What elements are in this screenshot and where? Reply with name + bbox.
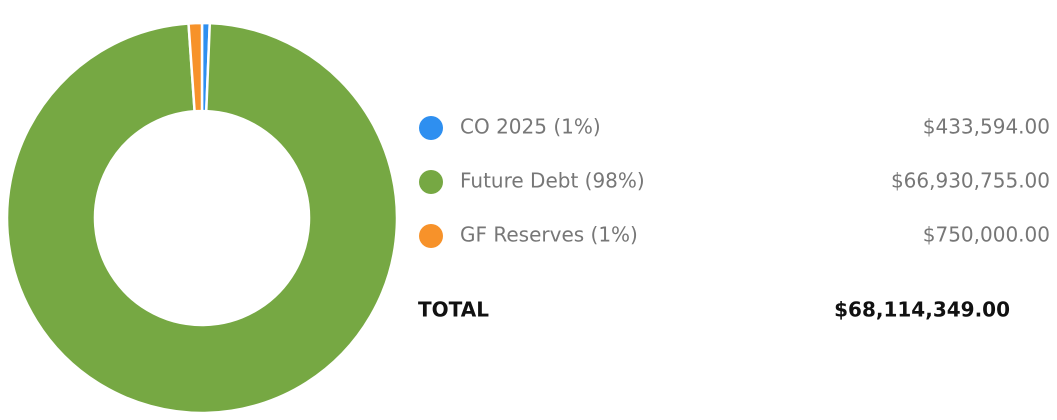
- total-value: $68,114,349.00: [834, 298, 1010, 322]
- legend-value: $66,930,755.00: [891, 169, 1050, 193]
- legend-value: $750,000.00: [923, 223, 1050, 247]
- donut-slice: [5, 21, 399, 415]
- donut-slice: [187, 21, 204, 113]
- legend-dot: [419, 170, 443, 194]
- legend-label: GF Reserves (1%): [460, 223, 638, 247]
- legend-dot: [419, 224, 443, 248]
- legend-label: CO 2025 (1%): [460, 115, 601, 139]
- legend-label: Future Debt (98%): [460, 169, 645, 193]
- legend-value: $433,594.00: [923, 115, 1050, 139]
- legend-dot: [419, 116, 443, 140]
- total-label: TOTAL: [418, 298, 489, 322]
